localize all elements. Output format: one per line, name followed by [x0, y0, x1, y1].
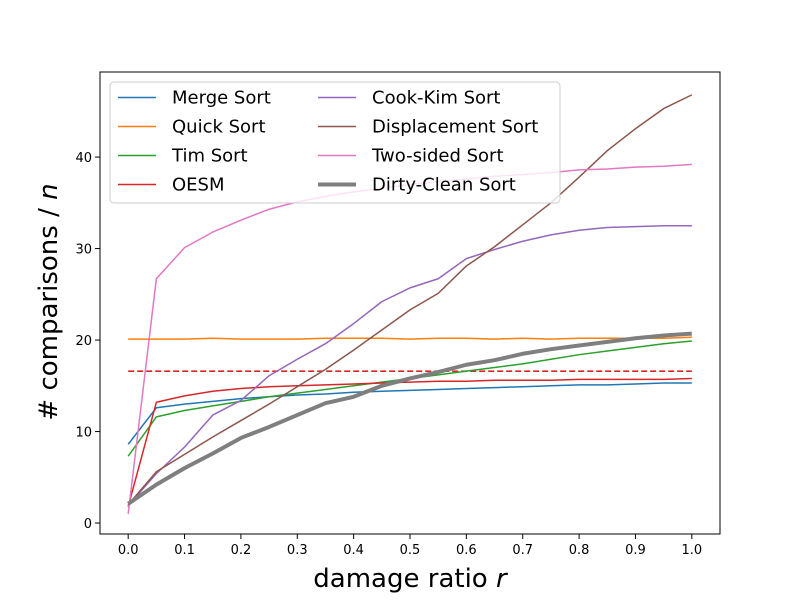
y-tick-label: 30	[75, 243, 92, 258]
legend-label: Quick Sort	[172, 117, 266, 138]
y-axis-ticks: 0 10 20 30 40	[75, 151, 100, 532]
plot-frame	[99, 71, 721, 535]
x-tick-label: 0.0	[118, 543, 139, 558]
y-tick-label: 20	[75, 334, 92, 349]
x-tick-label: 1.0	[681, 543, 702, 558]
y-axis-label-variable: n	[34, 183, 64, 199]
x-tick-label: 0.2	[231, 543, 252, 558]
x-axis-label-text: damage ratio	[313, 564, 496, 594]
series-line-5	[127, 224, 692, 507]
x-axis-label-variable: r	[496, 564, 509, 594]
legend-label: Tim Sort	[171, 146, 248, 167]
y-tick-label: 40	[75, 151, 92, 166]
series-line-2	[128, 336, 692, 340]
y-tick-label: 0	[84, 517, 92, 532]
legend-label: Dirty-Clean Sort	[372, 175, 516, 196]
x-tick-label: 0.6	[456, 543, 477, 558]
x-tick-label: 0.1	[174, 543, 195, 558]
x-tick-label: 0.9	[625, 543, 646, 558]
plot-area	[127, 94, 693, 514]
series-line-4	[127, 377, 692, 507]
x-tick-label: 0.8	[569, 543, 590, 558]
x-tick-label: 0.7	[512, 543, 533, 558]
x-axis-label: damage ratio r	[313, 564, 509, 594]
legend: Merge Sort Quick Sort Tim Sort OESM Cook-Kim…	[109, 81, 561, 204]
legend-label: Cook-Kim Sort	[372, 88, 500, 109]
y-axis-label-text: # comparisons /	[34, 200, 64, 421]
x-tick-label: 0.5	[400, 543, 421, 558]
x-axis-ticks: 0.0 0.1 0.2 0.3 0.4 0.5 0.6 0.7 0.8 0.9 1.0	[118, 534, 702, 558]
series-line-6	[127, 94, 693, 506]
y-axis-label: # comparisons / n	[34, 183, 64, 420]
legend-label: OESM	[172, 175, 225, 196]
y-tick-label: 10	[75, 426, 92, 441]
x-tick-label: 0.3	[287, 543, 308, 558]
legend-label: Displacement Sort	[372, 117, 538, 138]
legend-label: Two-sided Sort	[371, 146, 504, 167]
legend-label: Merge Sort	[172, 88, 271, 109]
series-line-3	[127, 340, 692, 457]
legend-box	[109, 81, 561, 204]
x-tick-label: 0.4	[343, 543, 364, 558]
series-line-1	[127, 382, 692, 445]
series-line-8	[127, 331, 692, 506]
